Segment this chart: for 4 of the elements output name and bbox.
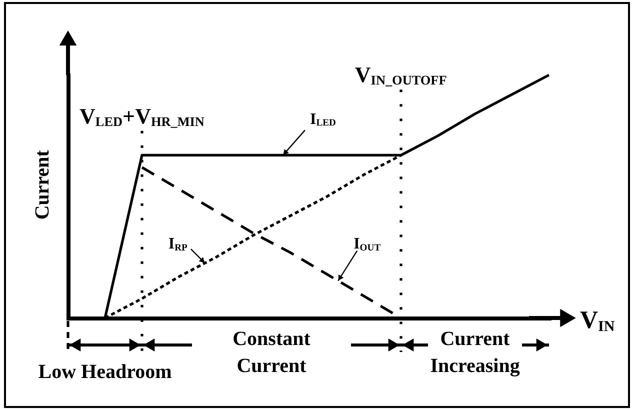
- text: Low Headroom: [38, 361, 172, 383]
- text: Current Increasing: [430, 328, 520, 377]
- text: Constant Current: [232, 328, 311, 377]
- y-axis-title: Current: [32, 150, 54, 220]
